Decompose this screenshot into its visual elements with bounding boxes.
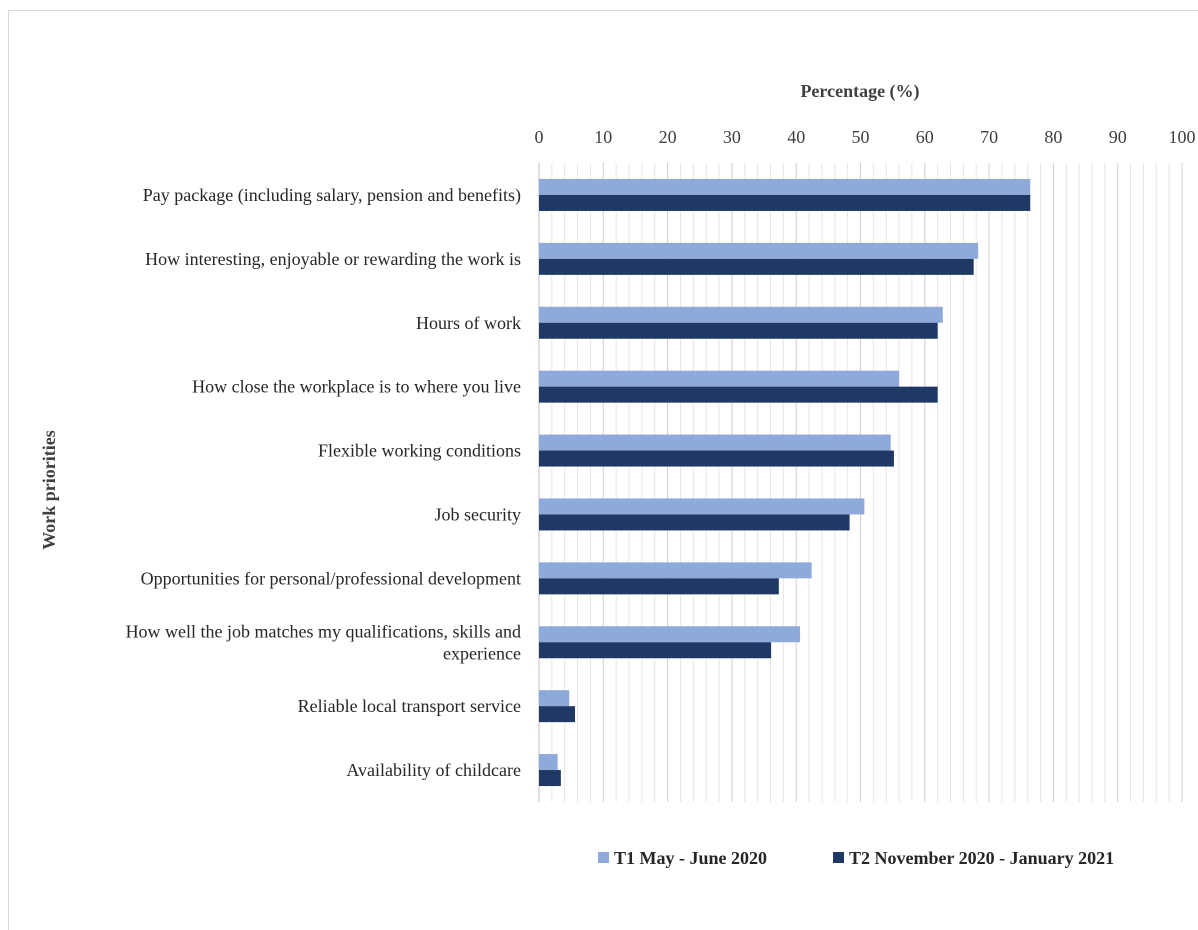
bar-t2-3 [539,386,938,403]
category-label: experience [443,643,521,663]
x-tick-labels: 0 10 20 30 40 50 60 70 80 90 100 [535,127,1196,147]
bar-t1-7 [539,626,801,643]
bar-t1-9 [539,754,558,771]
legend-swatch-t1 [598,852,609,863]
bar-t2-7 [539,642,772,659]
x-tick-label: 70 [980,127,998,147]
category-label: Job security [435,504,521,524]
category-label: Opportunities for personal/professional … [141,568,521,588]
bar-t1-2 [539,306,943,323]
category-label: Availability of childcare [346,760,521,780]
x-tick-label: 40 [787,127,805,147]
category-label: Hours of work [416,313,521,333]
x-tick-label: 90 [1109,127,1127,147]
category-label: How interesting, enjoyable or rewarding … [145,249,521,269]
bar-t2-5 [539,514,850,531]
legend-label-t2: T2 November 2020 - January 2021 [849,848,1114,868]
x-tick-label: 30 [723,127,741,147]
x-tick-label: 10 [594,127,612,147]
x-tick-label: 100 [1169,127,1196,147]
bar-t1-1 [539,242,979,259]
category-label: Pay package (including salary, pension a… [143,185,521,206]
bar-t2-6 [539,578,779,595]
legend: T1 May - June 2020 T2 November 2020 - Jan… [598,848,1114,868]
bar-t1-0 [539,178,1031,195]
bar-t1-3 [539,370,900,387]
bar-t1-8 [539,690,570,707]
bar-t2-1 [539,258,974,275]
category-label: Flexible working conditions [318,441,521,461]
bar-t2-9 [539,770,561,787]
x-tick-label: 20 [659,127,677,147]
bar-t2-2 [539,322,938,339]
category-label: How close the workplace is to where you … [192,377,521,397]
category-labels: Pay package (including salary, pension a… [126,185,521,780]
bars [539,178,1031,787]
y-axis-title: Work priorities [39,430,59,550]
x-tick-label: 80 [1044,127,1062,147]
x-tick-label: 50 [852,127,870,147]
x-tick-label: 60 [916,127,934,147]
category-label: How well the job matches my qualificatio… [126,621,521,641]
bar-t2-0 [539,194,1031,211]
category-label: Reliable local transport service [298,696,521,716]
legend-swatch-t2 [833,852,844,863]
x-tick-label: 0 [535,127,544,147]
legend-label-t1: T1 May - June 2020 [614,848,767,868]
bar-t1-6 [539,562,812,579]
bar-t1-4 [539,434,891,451]
bar-t1-5 [539,498,865,515]
chart-frame [8,10,1198,930]
x-axis-title: Percentage (%) [800,81,919,102]
bar-t2-8 [539,706,576,723]
bar-t2-4 [539,450,894,467]
